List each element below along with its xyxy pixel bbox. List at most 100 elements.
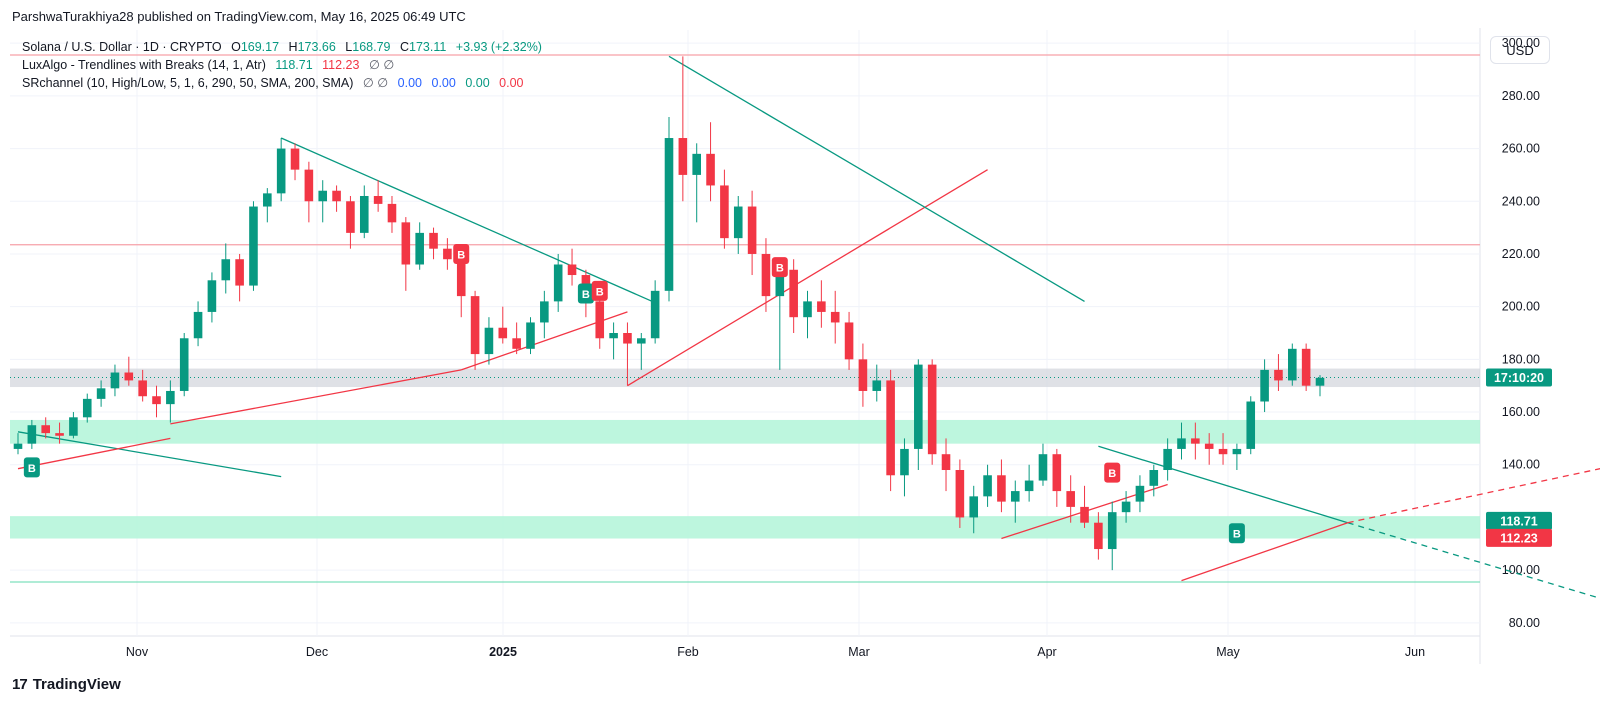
candle-body xyxy=(484,327,494,355)
trendline xyxy=(1098,445,1348,524)
trendline xyxy=(668,55,1085,302)
indicator2-value-1: 0.00 xyxy=(397,76,423,90)
candle-body xyxy=(914,364,923,449)
price-badge-bg xyxy=(1486,511,1552,530)
candle xyxy=(678,56,688,202)
candle xyxy=(997,459,1006,513)
candle-body xyxy=(1177,438,1186,449)
candle-body xyxy=(373,195,383,204)
candle xyxy=(567,248,577,286)
candle-body xyxy=(1066,491,1075,507)
x-tick-label: Dec xyxy=(306,645,328,659)
candle xyxy=(1080,485,1089,528)
candle-body xyxy=(747,206,757,254)
candle-body xyxy=(567,264,577,276)
candle-body xyxy=(540,301,549,323)
candle xyxy=(415,222,424,270)
break-signal-label: B xyxy=(457,249,465,261)
price-badge: 118.71 xyxy=(1486,511,1552,530)
candle-body xyxy=(1010,491,1020,502)
candle-body xyxy=(1149,470,1159,486)
trendline xyxy=(1347,522,1600,599)
candle-body xyxy=(817,301,826,312)
candle-body xyxy=(179,338,189,391)
candle xyxy=(1274,354,1283,391)
candle-body xyxy=(318,190,328,202)
candle xyxy=(124,356,134,386)
candle-body xyxy=(152,396,161,405)
candle xyxy=(387,195,397,233)
candle xyxy=(720,169,729,249)
break-signal-label: B xyxy=(776,263,784,275)
indicator2-value-2: 0.00 xyxy=(431,76,456,90)
candle-body xyxy=(55,433,64,436)
candle xyxy=(1010,480,1020,523)
candle-body xyxy=(41,425,50,434)
sr-zone xyxy=(10,368,1480,388)
y-tick-label: 200.00 xyxy=(1502,300,1540,314)
candle-body xyxy=(1024,480,1034,492)
candle-body xyxy=(13,443,23,449)
candle xyxy=(941,438,951,492)
candle xyxy=(1288,343,1297,386)
break-signal-badge xyxy=(591,280,608,301)
break-signal: B xyxy=(1104,462,1121,483)
candle xyxy=(1052,448,1062,507)
break-signal-badge xyxy=(771,257,788,278)
candle xyxy=(914,359,923,471)
candle xyxy=(817,280,826,328)
candle-body xyxy=(553,264,563,302)
tradingview-logo[interactable]: 17 TradingView xyxy=(12,676,121,693)
indicator1-legend-row[interactable]: LuxAlgo - Trendlines with Breaks (14, 1,… xyxy=(22,56,542,74)
trendline xyxy=(1181,522,1348,582)
currency-button[interactable]: USD xyxy=(1490,36,1550,64)
tradingview-brand-label: TradingView xyxy=(32,676,121,693)
candle-body xyxy=(1274,369,1283,381)
candle-body xyxy=(830,311,840,323)
break-signal-label: B xyxy=(1108,468,1116,480)
candle-body xyxy=(872,380,882,391)
candle-body xyxy=(138,380,147,397)
candle xyxy=(166,380,175,423)
candle xyxy=(69,412,78,439)
break-signal: B xyxy=(1228,523,1245,544)
candle xyxy=(650,280,660,344)
indicator2-legend-row[interactable]: SRchannel (10, High/Low, 5, 1, 6, 290, 5… xyxy=(22,74,542,92)
candle-body xyxy=(304,169,314,202)
price-badge-label: 17:10:20 xyxy=(1494,371,1544,385)
candle-body xyxy=(720,185,729,239)
break-signal: B xyxy=(771,257,788,278)
candle xyxy=(96,380,106,407)
symbol-line: Solana / U.S. Dollar · 1D · CRYPTO xyxy=(22,40,222,54)
candle-body xyxy=(886,380,895,476)
candle-body xyxy=(401,222,411,265)
candle-body xyxy=(1204,443,1214,449)
high-value: 173.66 xyxy=(297,40,336,54)
candle-body xyxy=(1163,448,1172,471)
break-signal-label: B xyxy=(582,289,590,301)
candle-body xyxy=(1121,501,1131,513)
sr-zone xyxy=(10,419,1480,444)
indicator1-empty-values: ∅ ∅ xyxy=(368,58,395,72)
trendline xyxy=(17,431,282,478)
candle xyxy=(1232,443,1242,471)
break-signal-badge xyxy=(23,457,40,478)
candle-body xyxy=(124,372,134,381)
candle-body xyxy=(359,195,369,233)
break-signal-badge xyxy=(453,243,470,264)
candle-body xyxy=(983,475,992,497)
trendline xyxy=(17,437,171,470)
candle-body xyxy=(512,338,521,349)
symbol-legend-row[interactable]: Solana / U.S. Dollar · 1D · CRYPTO O169.… xyxy=(22,38,542,56)
y-tick-label: 140.00 xyxy=(1502,458,1540,472)
candle-body xyxy=(290,148,300,170)
candle xyxy=(373,180,383,212)
candle xyxy=(983,464,992,507)
candle xyxy=(456,253,466,318)
candle xyxy=(747,190,757,276)
candle xyxy=(429,227,438,260)
candle xyxy=(609,322,618,360)
y-tick-label: 80.00 xyxy=(1509,616,1540,630)
candle-body xyxy=(1094,522,1103,550)
